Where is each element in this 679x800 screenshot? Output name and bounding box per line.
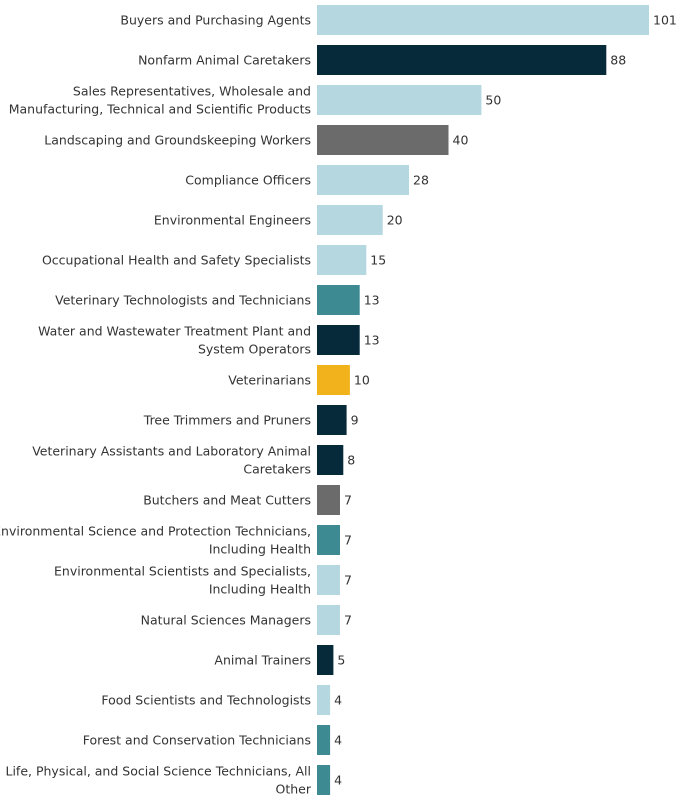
value-label: 101	[653, 13, 677, 28]
category-label-line: Tree Trimmers and Pruners	[143, 413, 311, 428]
category-label-line: Buyers and Purchasing Agents	[120, 13, 311, 28]
category-label-line: Nonfarm Animal Caretakers	[138, 53, 311, 68]
value-label: 28	[413, 173, 429, 188]
category-label: Environmental Engineers	[154, 213, 311, 228]
category-label: Environmental Scientists and Specialists…	[54, 564, 311, 597]
category-label: Sales Representatives, Wholesale and Manu…	[9, 84, 311, 117]
category-label: Veterinary Technologists and Technicians	[55, 293, 311, 308]
value-label: 13	[364, 293, 380, 308]
value-label: 4	[334, 733, 342, 748]
value-label: 5	[337, 653, 345, 668]
category-label: Landscaping and Groundskeeping Workers	[44, 133, 311, 148]
category-label-line: Including Health	[209, 542, 311, 557]
bar	[317, 85, 482, 115]
value-label: 15	[370, 253, 386, 268]
category-label: Tree Trimmers and Pruners	[143, 413, 311, 428]
bar	[317, 725, 331, 755]
value-label: 13	[364, 333, 380, 348]
category-label-line: Natural Sciences Managers	[141, 613, 311, 628]
bar	[317, 285, 360, 315]
category-label-line: Sales Representatives, Wholesale and	[73, 84, 311, 99]
bar	[317, 445, 344, 475]
category-label: Food Scientists and Technologists	[101, 693, 311, 708]
category-label-line: Compliance Officers	[185, 173, 311, 188]
bar	[317, 205, 383, 235]
bar	[317, 485, 340, 515]
category-label-line: Water and Wastewater Treatment Plant and	[38, 324, 311, 339]
category-label-line: System Operators	[198, 342, 311, 357]
category-label-line: Butchers and Meat Cutters	[143, 493, 311, 508]
category-label-line: Manufacturing, Technical and Scientific …	[9, 102, 311, 117]
bar	[317, 645, 334, 675]
value-label: 8	[347, 453, 355, 468]
category-label-line: Caretakers	[243, 462, 311, 477]
bar	[317, 405, 347, 435]
category-label-line: Including Health	[209, 582, 311, 597]
bar	[317, 525, 340, 555]
category-label: Buyers and Purchasing Agents	[120, 13, 311, 28]
value-label: 4	[334, 693, 342, 708]
category-label-line: Environmental Engineers	[154, 213, 311, 228]
category-label-line: Life, Physical, and Social Science Techn…	[6, 764, 312, 779]
category-label-line: Landscaping and Groundskeeping Workers	[44, 133, 311, 148]
bar	[317, 765, 331, 795]
bar	[317, 165, 409, 195]
bar	[317, 365, 350, 395]
value-label: 9	[351, 413, 359, 428]
category-label: Natural Sciences Managers	[141, 613, 311, 628]
category-label-line: Forest and Conservation Technicians	[83, 733, 311, 748]
value-label: 40	[453, 133, 469, 148]
bar	[317, 325, 360, 355]
category-label: Compliance Officers	[185, 173, 311, 188]
value-label: 10	[354, 373, 370, 388]
bar	[317, 5, 649, 35]
category-label-line: Veterinary Technologists and Technicians	[55, 293, 311, 308]
category-label: Water and Wastewater Treatment Plant and…	[38, 324, 311, 357]
value-label: 4	[334, 773, 342, 788]
category-label-line: Occupational Health and Safety Specialis…	[42, 253, 311, 268]
category-label: Life, Physical, and Social Science Techn…	[6, 764, 312, 797]
category-label: Occupational Health and Safety Specialis…	[42, 253, 311, 268]
category-label: Veterinarians	[228, 373, 311, 388]
category-label-line: Veterinary Assistants and Laboratory Ani…	[32, 444, 311, 459]
category-label-line: Environmental Scientists and Specialists…	[54, 564, 311, 579]
category-label: Environmental Science and Protection Tec…	[0, 524, 311, 557]
value-label: 50	[485, 93, 501, 108]
value-label: 20	[387, 213, 403, 228]
category-label-line: Environmental Science and Protection Tec…	[0, 524, 311, 539]
bar	[317, 565, 340, 595]
category-label-line: Food Scientists and Technologists	[101, 693, 311, 708]
value-label: 7	[344, 573, 352, 588]
category-label: Nonfarm Animal Caretakers	[138, 53, 311, 68]
bar	[317, 245, 367, 275]
value-label: 7	[344, 533, 352, 548]
category-label-line: Other	[276, 782, 312, 797]
bar	[317, 685, 331, 715]
category-label: Animal Trainers	[214, 653, 311, 668]
value-label: 88	[610, 53, 626, 68]
category-label: Veterinary Assistants and Laboratory Ani…	[32, 444, 311, 477]
value-label: 7	[344, 493, 352, 508]
category-label-line: Veterinarians	[228, 373, 311, 388]
bar	[317, 125, 449, 155]
bar	[317, 605, 340, 635]
category-label: Butchers and Meat Cutters	[143, 493, 311, 508]
value-label: 7	[344, 613, 352, 628]
category-label: Forest and Conservation Technicians	[83, 733, 311, 748]
bar	[317, 45, 607, 75]
category-label-line: Animal Trainers	[214, 653, 311, 668]
